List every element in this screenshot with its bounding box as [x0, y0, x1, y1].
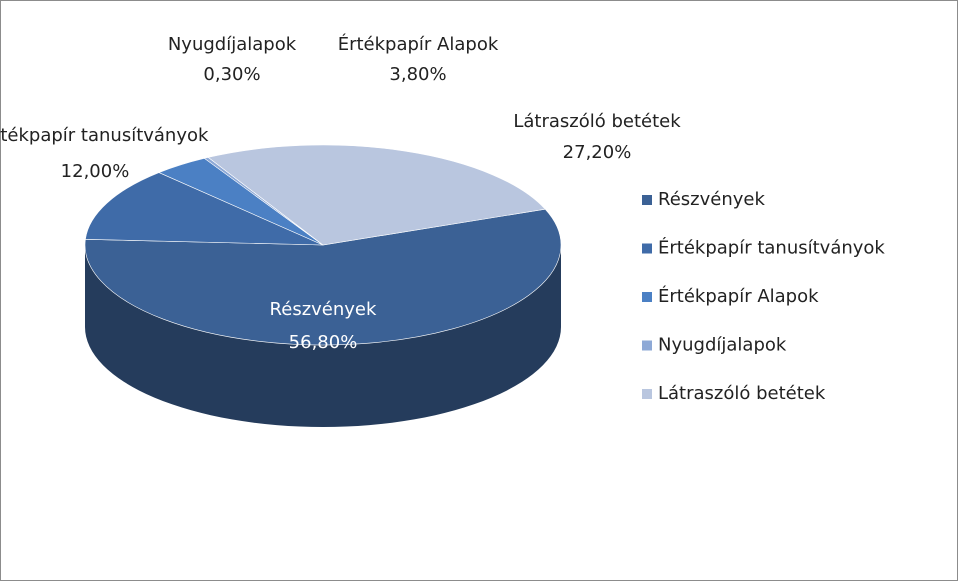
pie [84, 144, 562, 427]
legend-label: Értékpapír tanusítványok [658, 237, 885, 259]
slice [207, 144, 546, 246]
legend-swatch [642, 243, 652, 254]
slice [84, 208, 562, 346]
legend-label: Részvények [658, 189, 765, 210]
legend-swatch [642, 292, 652, 302]
data-label-name: Nyugdíjalapok [168, 34, 297, 55]
data-label-value: 12,00% [61, 161, 130, 182]
data-label-value: 56,80% [289, 332, 358, 353]
legend-swatch [642, 389, 652, 399]
data-label-value: 3,80% [389, 64, 446, 85]
slice [85, 172, 324, 246]
legend: Részvények Értékpapír tanusítványok Értékp… [642, 189, 885, 404]
data-label-value: 0,30% [203, 64, 260, 85]
slice-side [85, 245, 561, 427]
data-label-name: Értékpapír tanusítványok [0, 124, 209, 146]
legend-swatch [642, 195, 652, 205]
legend-label: Nyugdíjalapok [658, 335, 787, 356]
data-label-name: Látraszóló betétek [513, 111, 681, 132]
data-label-name: Értékpapír Alapok [338, 33, 499, 55]
legend-swatch [642, 340, 652, 351]
data-label-value: 27,20% [563, 142, 632, 163]
labels: Részvények 56,80% Értékpapír tanusítványok… [0, 33, 681, 353]
legend-label: Látraszóló betétek [658, 383, 826, 404]
data-label-name: Részvények [270, 299, 377, 320]
legend-label: Értékpapír Alapok [658, 285, 819, 307]
